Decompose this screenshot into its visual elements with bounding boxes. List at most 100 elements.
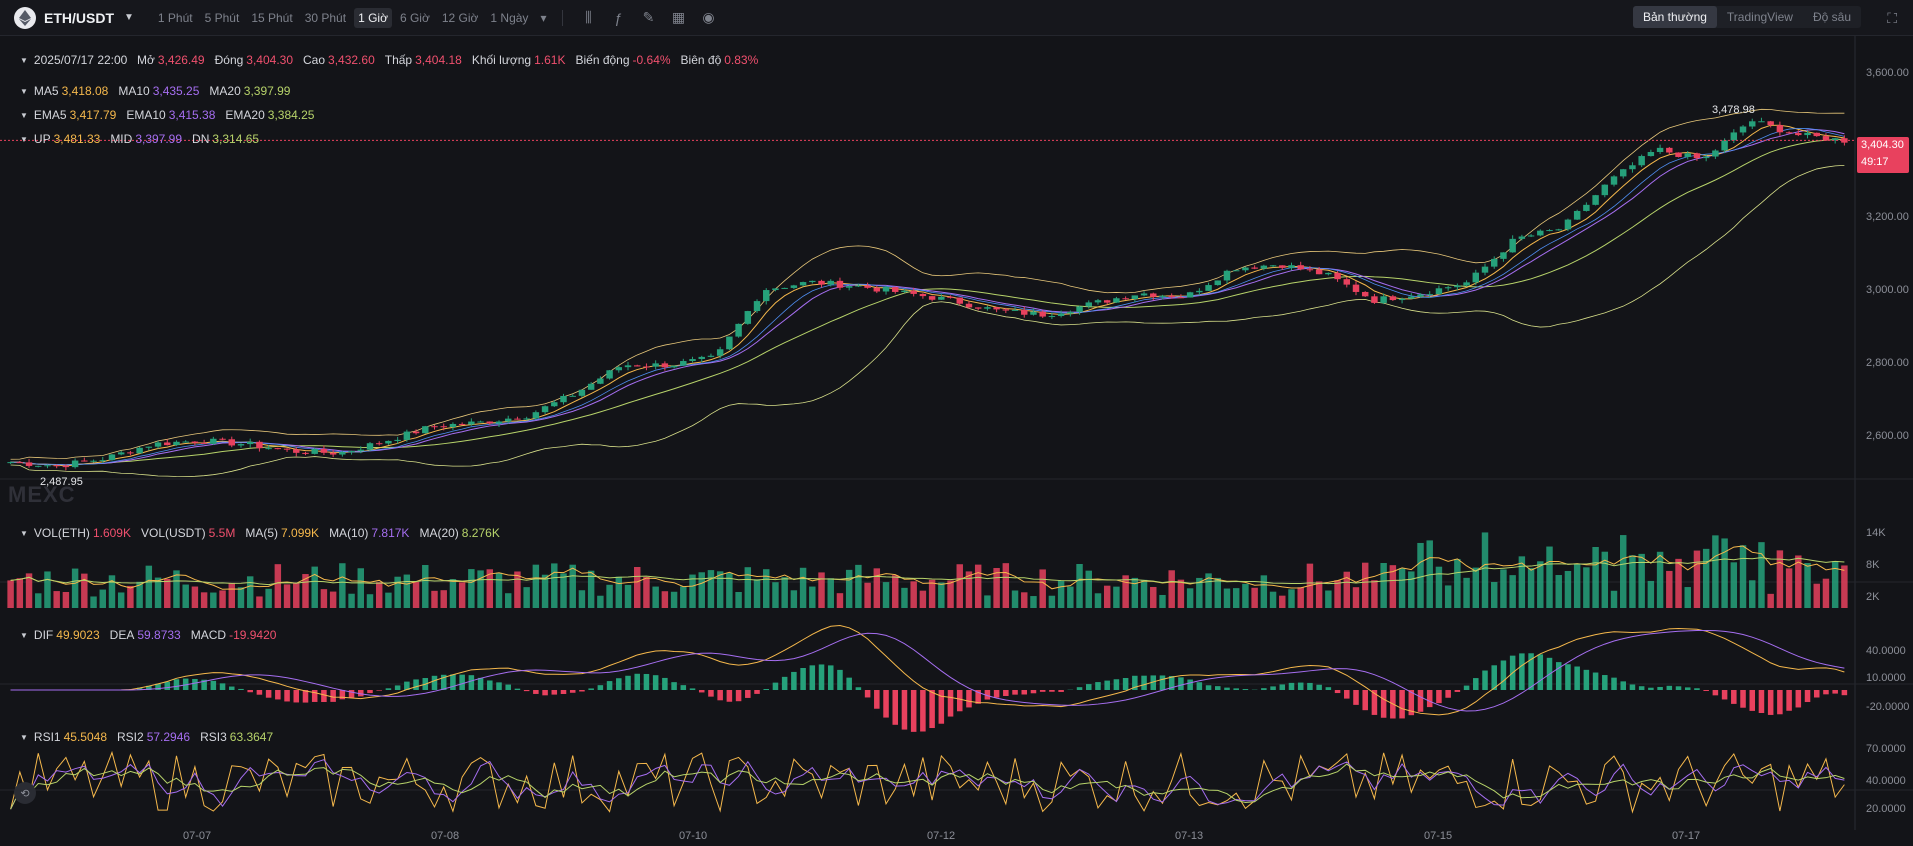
volume-bar — [1841, 565, 1848, 608]
candle-body — [735, 323, 742, 337]
volume-bar — [1454, 558, 1461, 608]
collapse-icon[interactable]: ▼ — [20, 732, 28, 742]
volume-bar — [1398, 568, 1406, 608]
volume-bar — [1666, 570, 1673, 608]
volume-bar — [1343, 571, 1351, 608]
candle-body — [1113, 298, 1120, 303]
ma5-value: 3,418.08 — [61, 84, 109, 98]
chevron-down-icon[interactable]: ▼ — [124, 12, 134, 23]
collapse-icon[interactable]: ▼ — [20, 110, 28, 120]
macd-bar — [929, 690, 935, 729]
tab-depth[interactable]: Độ sâu — [1812, 10, 1851, 24]
tab-tradingview[interactable]: TradingView — [1726, 10, 1793, 24]
fullscreen-icon[interactable]: ⛶ — [1887, 10, 1897, 26]
interval-more-chevron-icon[interactable]: ▾ — [540, 10, 547, 25]
collapse-icon[interactable]: ▼ — [20, 134, 28, 144]
close-value: 3,404.30 — [246, 53, 294, 67]
candle-type-icon[interactable]: ⫼ — [585, 9, 592, 25]
volume-bar — [1527, 568, 1535, 608]
collapse-icon[interactable]: ▼ — [20, 630, 28, 640]
candle-body — [1242, 267, 1249, 271]
volume-bar — [62, 591, 70, 608]
collapse-icon[interactable]: ▼ — [20, 55, 28, 65]
open-label: Mở — [137, 53, 155, 67]
candle-body — [1804, 132, 1811, 136]
volume-bar — [431, 590, 438, 608]
volume-bar — [781, 577, 788, 608]
chart-canvas[interactable] — [0, 36, 1913, 846]
dea-line — [10, 629, 1845, 712]
macd-bar — [1095, 682, 1101, 690]
candle-body — [311, 448, 318, 454]
reset-view-icon[interactable]: ⟲ — [14, 782, 36, 804]
macd-bar — [1813, 690, 1820, 698]
macd-bar — [256, 690, 263, 695]
candle-body — [90, 460, 97, 462]
macd-bar — [1602, 675, 1608, 690]
macd-bar — [892, 690, 899, 725]
macd-bar — [846, 677, 852, 690]
candle-body — [1454, 285, 1461, 288]
macd-bar — [1307, 682, 1313, 690]
macd-bar — [616, 678, 622, 690]
candle-body — [1629, 165, 1636, 170]
candle-body — [928, 296, 936, 300]
macd-bar — [1279, 684, 1286, 690]
macd-bar — [993, 690, 1000, 698]
interval-1d[interactable]: 1 Ngày — [490, 10, 529, 25]
volume-bar — [698, 572, 705, 608]
volume-bar — [71, 568, 79, 608]
macd-bar — [1463, 685, 1470, 690]
macd-bar — [1712, 690, 1719, 696]
candle-body — [984, 307, 991, 309]
macd-bar — [745, 690, 751, 698]
dea-value: 59.8733 — [137, 628, 181, 642]
draw-pencil-icon[interactable]: ✎ — [642, 9, 655, 25]
interval-12h[interactable]: 12 Giờ — [441, 10, 479, 25]
macd-bar — [588, 688, 594, 690]
interval-1h[interactable]: 1 Giờ — [354, 7, 392, 28]
interval-15m[interactable]: 15 Phút — [251, 10, 293, 25]
indicator-fx-icon[interactable]: ƒ — [614, 9, 623, 26]
macd-bar — [671, 682, 677, 690]
volume-bar — [1564, 570, 1572, 608]
candle-body — [827, 280, 834, 285]
camera-icon[interactable]: ◉ — [702, 9, 715, 25]
macd-bar — [1767, 690, 1774, 715]
time-axis-label: 07-15 — [1424, 830, 1453, 842]
pair-selector[interactable]: ETH/USDT — [44, 9, 114, 26]
tab-basic[interactable]: Bản thường — [1632, 6, 1717, 28]
candle-body — [228, 439, 235, 446]
macd-bar — [1694, 688, 1700, 690]
macd-bar — [210, 680, 217, 690]
vol-axis-label: 8K — [1866, 559, 1880, 571]
volume-bar — [1021, 592, 1028, 608]
candle-body — [1361, 291, 1369, 297]
macd-bar — [496, 682, 502, 690]
candle-body — [136, 447, 143, 454]
macd-bar — [1039, 690, 1046, 692]
candle-body — [541, 406, 549, 413]
layout-grid-icon[interactable]: ▦ — [671, 9, 686, 25]
volume-bar — [1371, 580, 1378, 608]
macd-bar — [1003, 690, 1009, 696]
candle-body — [1666, 147, 1673, 153]
volume-bar — [910, 581, 917, 608]
volume-bar — [1279, 595, 1286, 608]
volume-bar — [1629, 555, 1636, 608]
volume-bar — [293, 582, 300, 608]
macd-bar — [597, 685, 604, 690]
macd-bar — [265, 690, 272, 698]
macd-bar — [1030, 690, 1037, 694]
collapse-icon[interactable]: ▼ — [20, 86, 28, 96]
interval-30m[interactable]: 30 Phút — [304, 10, 347, 25]
interval-6h[interactable]: 6 Giờ — [399, 10, 430, 25]
interval-5m[interactable]: 5 Phút — [204, 10, 240, 25]
collapse-icon[interactable]: ▼ — [20, 528, 28, 538]
candle-body — [1435, 288, 1443, 295]
volume-bar — [1693, 550, 1701, 608]
volume-bar — [763, 569, 770, 608]
volume-bar — [735, 591, 742, 608]
volume-bar — [1260, 575, 1268, 608]
interval-1m[interactable]: 1 Phút — [157, 10, 193, 25]
